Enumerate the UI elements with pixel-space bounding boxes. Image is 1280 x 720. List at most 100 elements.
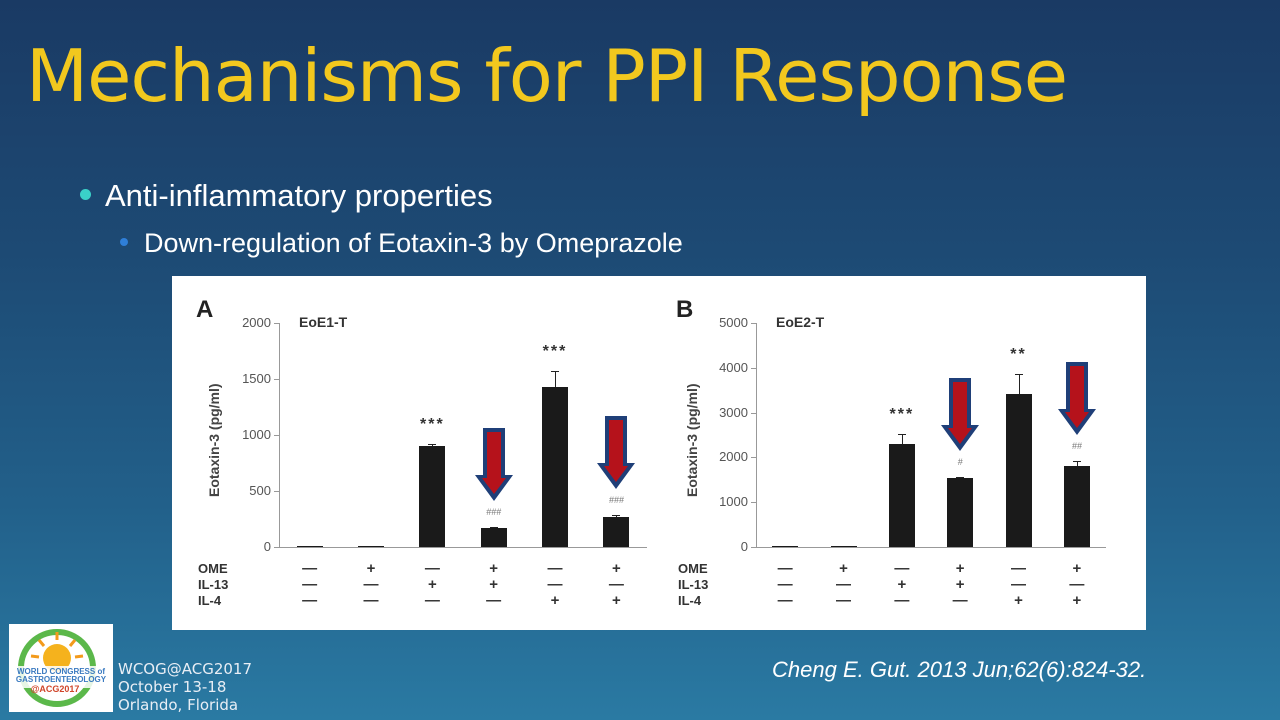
condition-symbol: + [489,576,499,593]
condition-row-label: IL-4 [198,593,222,608]
error-bar-cap [1014,373,1023,375]
condition-symbol: — [952,592,968,609]
svg-text:GASTROENTEROLOGY: GASTROENTEROLOGY [16,675,107,684]
error-bar-cap [428,443,437,445]
conference-info: WCOG@ACG2017 October 13-18 Orlando, Flor… [118,660,252,714]
condition-symbol: — [486,592,502,609]
condition-symbol: + [955,560,965,577]
error-bar [1018,373,1020,394]
y-tick-label: 2000 [719,449,748,465]
y-tick-mark [274,491,280,492]
data-bar [296,546,323,547]
condition-row-label: IL-13 [198,577,229,592]
slide-title: Mechanisms for PPI Response [26,34,1068,118]
condition-symbol: + [839,560,848,577]
condition-symbol: + [611,592,621,609]
condition-symbol: — [836,576,851,593]
condition-row-label: IL-13 [678,577,709,592]
significance-stars: *** [542,343,568,361]
significance-hash: ### [486,507,502,518]
y-tick-label: 0 [740,539,748,554]
condition-symbol: + [427,576,437,593]
down-arrow-icon [1057,361,1097,442]
condition-symbol: — [547,576,563,593]
condition-row-label: IL-4 [678,593,702,608]
y-tick-mark [751,323,757,324]
panel-letter: B [676,296,694,323]
condition-symbol: + [1014,592,1023,609]
condition-symbol: + [611,560,621,577]
condition-symbol: — [894,592,910,609]
condition-symbol: + [366,560,376,577]
condition-row-label: OME [198,561,228,576]
y-tick-label: 1000 [719,494,748,510]
significance-stars: ** [1010,345,1027,363]
x-axis [279,547,647,548]
condition-symbol: — [363,592,379,609]
condition-symbol: — [1011,560,1026,577]
y-tick-label: 4000 [719,359,748,375]
condition-symbol: — [1069,576,1085,593]
condition-symbol: — [836,592,851,609]
significance-hash: ### [608,495,624,506]
data-bar [830,546,857,547]
down-arrow-icon [940,377,980,458]
y-tick-label: 2000 [242,315,271,330]
y-tick-label: 0 [263,539,271,554]
y-tick-mark [751,547,757,548]
y-tick-mark [751,367,757,369]
citation: Cheng E. Gut. 2013 Jun;62(6):824-32. [772,657,1147,682]
y-tick-label: 3000 [719,404,748,420]
panel-letter: A [196,296,214,323]
y-axis-label: Eotaxin-3 (pg/ml) [206,383,222,497]
cell-line-title: EoE1-T [299,314,348,330]
figure-panel: A EoE1-T Eotaxin-3 (pg/ml) 0 500 1000 1500 2000… [172,276,1146,630]
chart-panel-b: B EoE2-T Eotaxin-3 (pg/ml) 0 1000 2000 3000 400… [652,276,1146,630]
significance-stars: *** [419,415,445,433]
y-tick-label: 1000 [242,427,271,442]
condition-symbol: — [777,592,793,609]
condition-symbol: — [608,576,624,593]
data-bar [603,516,630,547]
y-tick-mark [274,547,280,548]
y-tick-mark [274,379,280,380]
conference-dates: October 13-18 [118,678,227,696]
condition-symbol: + [550,592,560,609]
bullet-dot-icon [80,189,91,201]
y-tick-mark [751,412,757,414]
svg-text:WORLD CONGRESS of: WORLD CONGRESS of [17,667,105,676]
error-bar [555,371,556,387]
y-tick-mark [274,323,280,324]
condition-symbol: — [777,560,793,577]
bullet-text: Down-regulation of Eotaxin-3 by Omeprazo… [144,228,683,258]
significance-hash: ## [1071,440,1082,451]
error-bar [901,433,903,444]
sun-logo-icon: WORLD CONGRESS of GASTROENTEROLOGY @ACG2… [13,629,109,707]
data-bar [1063,466,1090,547]
condition-symbol: — [1011,576,1026,593]
error-bar-cap [897,433,906,435]
condition-symbol: + [955,576,965,593]
y-tick-label: 500 [249,483,271,498]
condition-symbol: + [489,560,499,577]
data-bar [480,527,507,547]
condition-symbol: — [363,576,379,593]
data-bar [888,443,915,547]
condition-symbol: — [777,576,793,593]
y-tick-mark [751,502,757,504]
congress-logo: WORLD CONGRESS of GASTROENTEROLOGY @ACG2… [9,624,113,712]
conference-name: WCOG@ACG2017 [118,660,253,678]
x-axis [756,547,1106,548]
condition-symbol: — [547,560,563,577]
condition-symbol: — [302,592,318,609]
y-axis [756,323,757,547]
condition-symbol: + [1072,560,1082,577]
condition-symbol: — [424,560,440,577]
condition-symbol: — [302,576,318,593]
data-bar [1005,393,1032,547]
bullet-text: Anti-inflammatory properties [105,178,493,213]
bullet-level1: Anti-inflammatory properties [80,178,493,214]
condition-symbol: — [894,560,910,577]
bullet-dot-icon [120,237,128,246]
data-bar [419,445,446,547]
